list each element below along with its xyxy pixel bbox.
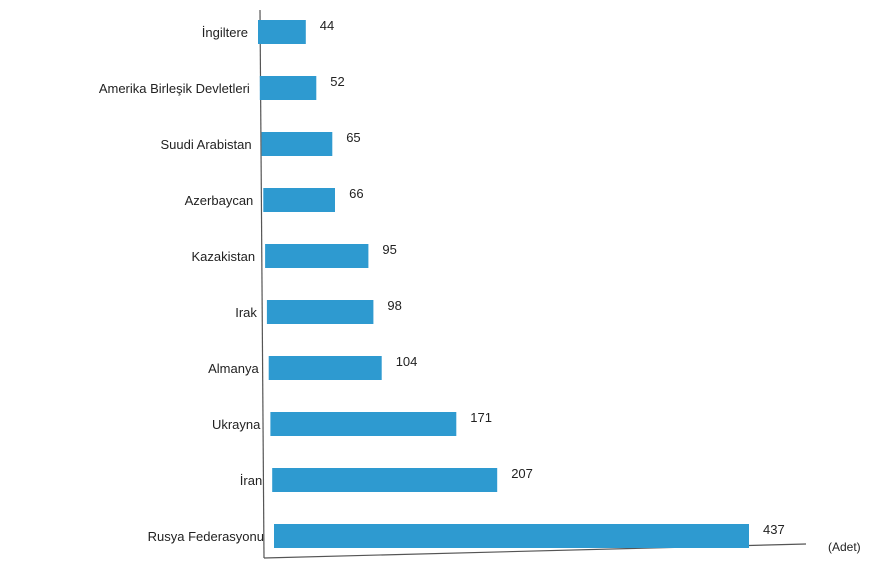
bar [266, 300, 374, 324]
value-label: 66 [349, 186, 363, 201]
category-label: İngiltere [202, 25, 248, 40]
bars-group [258, 20, 749, 548]
bar [274, 524, 749, 548]
bar [268, 356, 382, 380]
bar [270, 412, 457, 436]
value-label: 95 [382, 242, 396, 257]
category-labels-group: İngiltere Amerika Birleşik Devletleri Suud… [99, 25, 264, 544]
value-label: 65 [346, 130, 360, 145]
category-label: Azerbaycan [185, 193, 254, 208]
value-label: 171 [470, 410, 492, 425]
value-labels-group: 44 52 65 66 95 98 104 171 207 437 [320, 18, 785, 537]
category-label: İran [240, 473, 262, 488]
bar [272, 468, 498, 492]
category-label: Kazakistan [192, 249, 256, 264]
value-label: 207 [511, 466, 533, 481]
bar [265, 244, 369, 268]
value-label: 44 [320, 18, 334, 33]
bar [259, 76, 317, 100]
value-label: 104 [396, 354, 418, 369]
unit-label: (Adet) [828, 540, 861, 554]
category-label: Rusya Federasyonu [148, 529, 264, 544]
y-axis-line [259, 9, 265, 559]
category-label: Almanya [208, 361, 259, 376]
value-label: 98 [387, 298, 401, 313]
category-label: Ukrayna [212, 417, 261, 432]
value-label: 437 [763, 522, 785, 537]
category-label: Irak [235, 305, 257, 320]
category-label: Amerika Birleşik Devletleri [99, 81, 250, 96]
bar [258, 20, 306, 44]
bar [261, 132, 333, 156]
value-label: 52 [330, 74, 344, 89]
category-label: Suudi Arabistan [161, 137, 252, 152]
bar [263, 188, 335, 212]
